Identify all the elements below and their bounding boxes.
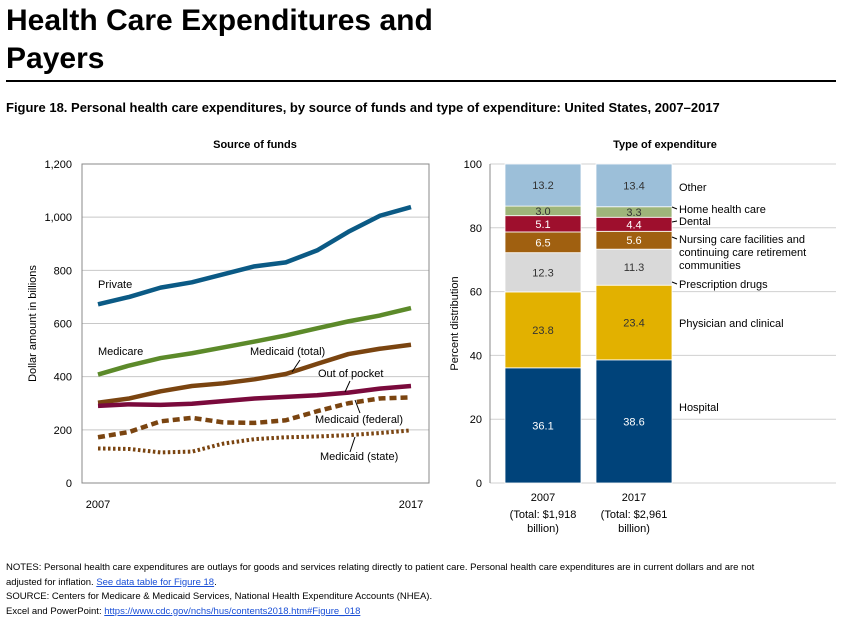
- bar-chart-y-tick-label: 60: [470, 287, 482, 299]
- page-title-line-1: Health Care Expenditures and: [6, 4, 433, 37]
- bar-segment-value-label: 12.3: [532, 267, 553, 279]
- bar-segment-value-label: 4.4: [626, 219, 641, 231]
- bar-chart-y-tick-label: 20: [470, 414, 482, 426]
- line-chart-label-leader: [349, 436, 356, 453]
- line-series-label: Medicaid (federal): [315, 414, 403, 426]
- line-series-label: Medicare: [98, 346, 143, 358]
- bar-chart-y-axis-label: Percent distribution: [449, 276, 461, 370]
- notes: NOTES: Personal health care expenditures…: [6, 561, 836, 619]
- line-series-medicare: [97, 305, 412, 377]
- line-chart-title: Source of funds: [213, 139, 297, 151]
- bar-legend-label: Physician and clinical: [679, 318, 784, 330]
- line-chart-label-leader: [291, 359, 301, 373]
- notes-line-2-text: adjusted for inflation.: [6, 576, 97, 588]
- bar-segment-value-label: 5.1: [535, 219, 550, 231]
- bar-segment-value-label: 23.4: [623, 318, 644, 330]
- line-series-medicaid-state: [97, 428, 412, 455]
- bar-segment-value-label: 13.4: [623, 180, 644, 192]
- line-chart-plot-area: [81, 163, 430, 484]
- line-chart-y-axis-label: Dollar amount in billions: [27, 265, 39, 382]
- bar-category-label: 2007: [531, 492, 555, 504]
- line-chart-y-tick-label: 0: [66, 478, 72, 490]
- bar-segment-hospital: [595, 359, 673, 484]
- bar-segment-value-label: 11.3: [624, 262, 645, 274]
- bar-legend-leader: [671, 220, 678, 223]
- bar-legend-label: Hospital: [679, 402, 719, 414]
- bar-legend-label: Home health care: [679, 204, 766, 216]
- bar-category-total-label: (Total: $1,918: [510, 509, 577, 521]
- line-chart-y-tick-label: 400: [54, 372, 72, 384]
- bar-segment-hospital: [504, 367, 582, 484]
- excel-powerpoint-link[interactable]: https://www.cdc.gov/nchs/hus/contents201…: [104, 605, 361, 617]
- line-chart-y-tick-label: 600: [54, 319, 72, 331]
- bar-segment-other: [595, 163, 673, 208]
- page-title-line-2: Payers: [6, 42, 105, 75]
- bar-legend-label: continuing care retirement: [679, 247, 806, 259]
- bar-legend-leader: [671, 236, 678, 240]
- data-table-link[interactable]: See data table for Figure 18: [96, 576, 215, 588]
- line-chart-y-tick-label: 1,200: [44, 159, 72, 171]
- bar-chart-y-tick-label: 80: [470, 223, 482, 235]
- source-line: SOURCE: Centers for Medicare & Medicaid …: [6, 591, 433, 602]
- bar-category-label: 2017: [622, 492, 646, 504]
- bar-legend-label: communities: [679, 260, 741, 272]
- bar-segment-physician: [504, 291, 582, 369]
- line-series-medicaid-federal: [97, 395, 412, 440]
- bar-segment-value-label: 23.8: [532, 325, 553, 337]
- bar-chart-y-tick-label: 100: [464, 159, 482, 171]
- line-chart-label-leader: [354, 399, 361, 414]
- bar-segment-physician: [595, 284, 673, 361]
- line-series-label: Out of pocket: [318, 368, 383, 380]
- notes-line-4-text: Excel and PowerPoint:: [6, 605, 105, 617]
- line-chart-y-tick-label: 800: [54, 265, 72, 277]
- bar-segment-value-label: 5.6: [626, 235, 641, 247]
- bar-legend-label: Prescription drugs: [679, 279, 768, 291]
- bar-category-total-unit: billion): [527, 523, 559, 535]
- line-series-out-of-pocket: [97, 383, 412, 409]
- notes-line-1: NOTES: Personal health care expenditures…: [6, 562, 755, 573]
- line-chart-y-tick-label: 200: [54, 425, 72, 437]
- bar-chart-y-tick-label: 0: [476, 478, 482, 490]
- bar-legend-label: Nursing care facilities and: [679, 234, 805, 246]
- bar-chart-y-tick-label: 40: [470, 350, 482, 362]
- line-chart-label-leader: [344, 380, 351, 393]
- line-series-label: Private: [98, 279, 132, 291]
- notes-line-2-end: .: [214, 576, 217, 588]
- line-chart-x-tick-label: 2007: [86, 499, 110, 511]
- bar-chart-title: Type of expenditure: [613, 139, 717, 151]
- bar-segment-other: [504, 163, 582, 207]
- notes-line-4: Excel and PowerPoint: https://www.cdc.go…: [6, 605, 836, 620]
- bar-segment-prescription: [504, 252, 582, 293]
- line-chart-x-tick-label: 2017: [399, 499, 423, 511]
- bar-segment-value-label: 6.5: [535, 237, 550, 249]
- bar-segment-value-label: 36.1: [532, 420, 553, 432]
- line-series-private: [97, 204, 412, 307]
- bar-segment-value-label: 13.2: [532, 180, 553, 192]
- bar-segment-prescription: [595, 248, 673, 286]
- bar-segment-value-label: 38.6: [623, 416, 644, 428]
- bar-legend-label: Dental: [679, 216, 711, 228]
- bar-legend-leader: [671, 281, 678, 285]
- bar-segment-value-label: 3.0: [535, 206, 550, 218]
- bar-legend-label: Other: [679, 182, 707, 194]
- line-series-medicaid-total: [97, 342, 412, 405]
- bar-legend-leader: [671, 206, 678, 210]
- bar-category-total-unit: billion): [618, 523, 650, 535]
- notes-line-2: adjusted for inflation. See data table f…: [6, 576, 836, 591]
- line-chart-y-tick-label: 1,000: [44, 212, 72, 224]
- figure-caption: Figure 18. Personal health care expendit…: [6, 100, 720, 115]
- line-series-label: Medicaid (state): [320, 451, 398, 463]
- bar-category-total-label: (Total: $2,961: [601, 509, 668, 521]
- line-series-label: Medicaid (total): [250, 346, 325, 358]
- bar-segment-value-label: 3.3: [626, 207, 641, 219]
- page-title: Health Care Expenditures and Payers: [6, 2, 836, 82]
